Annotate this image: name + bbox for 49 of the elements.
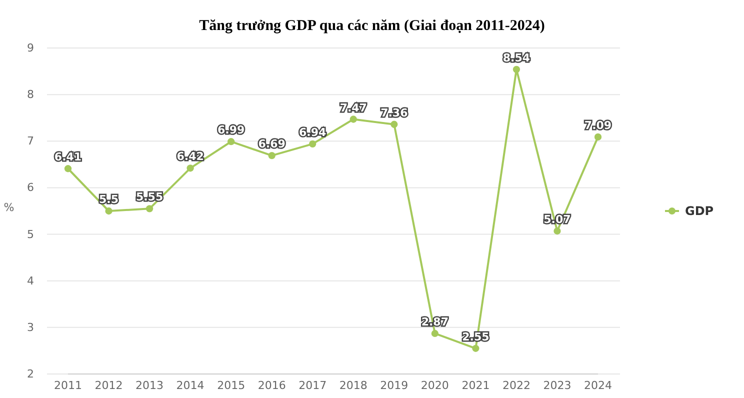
data-label: 7.47 bbox=[340, 101, 367, 114]
data-label: 7.36 bbox=[380, 106, 408, 120]
x-tick-label: 2021 bbox=[462, 379, 490, 392]
point bbox=[309, 140, 316, 148]
data-label: 8.54 bbox=[502, 51, 530, 64]
y-tick-label: 9 bbox=[27, 42, 34, 55]
point bbox=[390, 120, 398, 128]
y-tick-label: 4 bbox=[27, 274, 34, 288]
x-tick-label: 2011 bbox=[54, 379, 82, 392]
x-tick-label: 2018 bbox=[339, 379, 368, 392]
x-tick-label: 2017 bbox=[298, 379, 327, 392]
y-tick-label: 8 bbox=[27, 88, 34, 102]
point bbox=[431, 330, 438, 338]
y-tick-label: 7 bbox=[27, 134, 34, 148]
y-tick-label: 6 bbox=[27, 181, 34, 194]
y-tick-label: 3 bbox=[27, 320, 34, 334]
data-label: 6.42 bbox=[176, 150, 204, 164]
x-tick-label: 2015 bbox=[217, 379, 246, 392]
data-label: 6.99 bbox=[218, 124, 245, 137]
x-tick-label: 2014 bbox=[176, 379, 204, 392]
point bbox=[512, 66, 520, 73]
data-label: 6.41 bbox=[54, 150, 82, 164]
x-tick-label: 2022 bbox=[502, 379, 530, 392]
chart-title: Tăng trưởng GDP qua các năm (Giai đoạn 2011-2024) bbox=[199, 18, 545, 34]
point bbox=[472, 344, 480, 352]
point bbox=[350, 116, 357, 123]
point bbox=[228, 138, 235, 146]
x-tick-label: 2023 bbox=[543, 379, 572, 392]
y-tick-label: 5 bbox=[27, 228, 34, 241]
point bbox=[146, 205, 154, 212]
y-tick-label: 2 bbox=[27, 368, 34, 381]
x-tick-label: 2013 bbox=[136, 379, 164, 392]
x-tick-label: 2024 bbox=[584, 379, 612, 392]
legend-label: GDP bbox=[685, 204, 714, 218]
point bbox=[554, 227, 561, 235]
data-label: 6.94 bbox=[299, 126, 327, 139]
point bbox=[186, 164, 194, 172]
x-tick-label: 2020 bbox=[420, 379, 449, 392]
x-tick-label: 2012 bbox=[94, 379, 123, 392]
point bbox=[64, 165, 72, 172]
data-label: 5.5 bbox=[99, 193, 119, 206]
data-label: 6.69 bbox=[258, 138, 286, 151]
point bbox=[268, 152, 276, 160]
data-label: 7.09 bbox=[584, 118, 612, 132]
x-tick-label: 2016 bbox=[258, 379, 286, 392]
point bbox=[594, 133, 602, 141]
point bbox=[105, 207, 112, 215]
y-axis-title: % bbox=[4, 201, 14, 214]
x-tick-label: 2019 bbox=[380, 379, 408, 392]
